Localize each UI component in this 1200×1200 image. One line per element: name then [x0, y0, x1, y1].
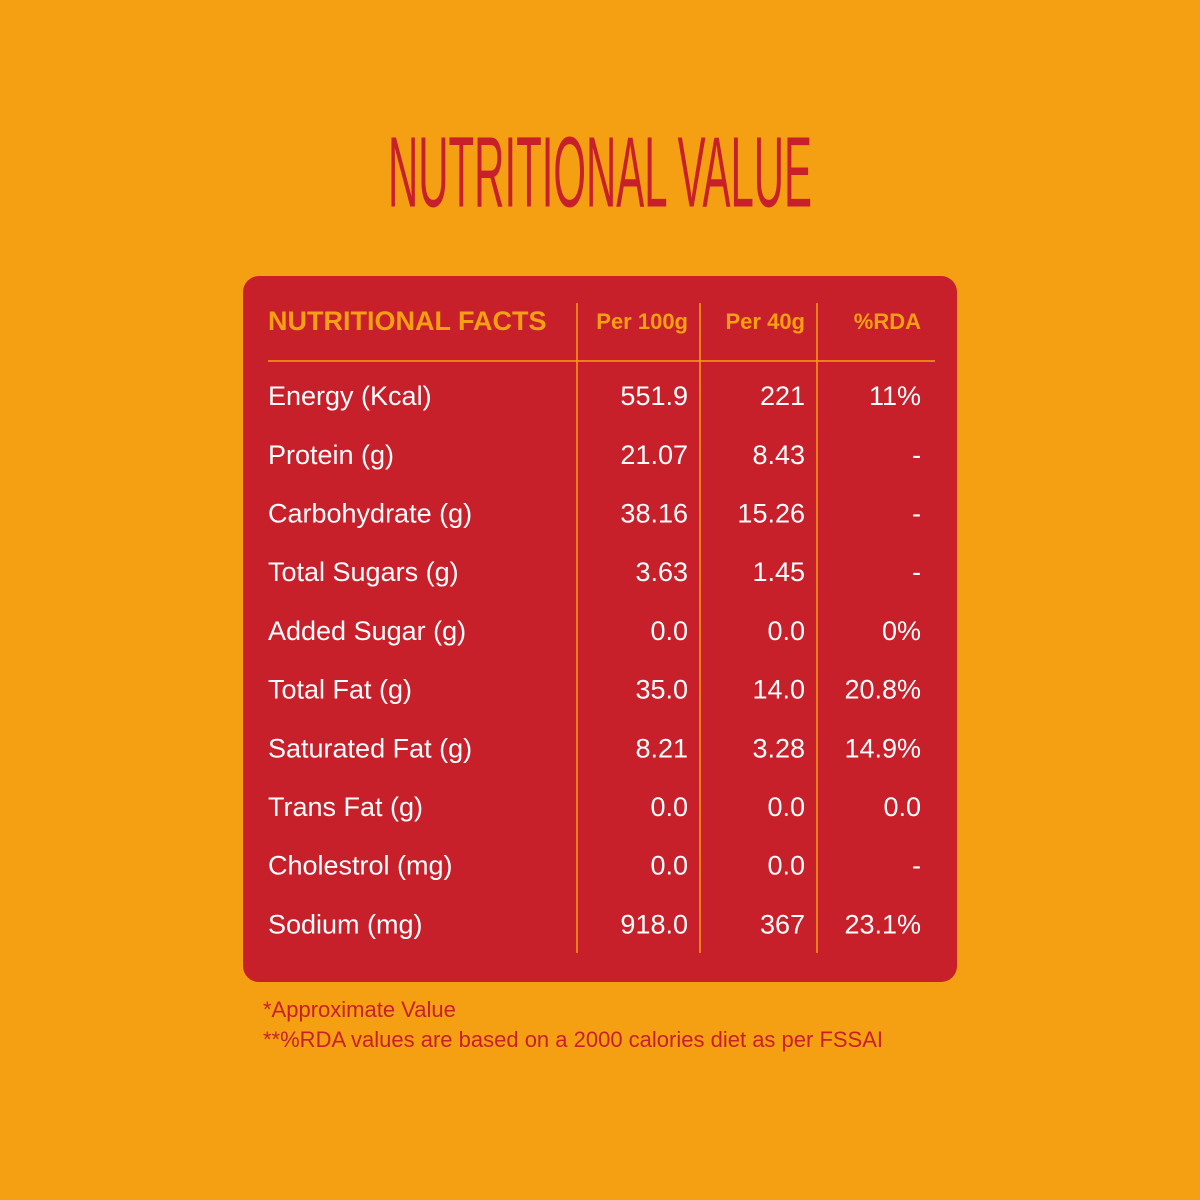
cell-value: 918.0 — [620, 909, 688, 939]
cell-value: 14.0 — [752, 675, 805, 705]
cell-value: - — [912, 440, 921, 470]
cell-value: 0.0 — [767, 616, 805, 646]
cell-value: 8.21 — [635, 733, 688, 763]
cell-value: 0.0 — [767, 851, 805, 881]
row-label: Sodium (mg) — [268, 909, 423, 939]
row-label: Total Fat (g) — [268, 675, 412, 705]
cell-value: - — [912, 499, 921, 529]
cell-value: 0.0 — [883, 792, 921, 822]
cell-value: 3.28 — [752, 733, 805, 763]
column-header: %RDA — [854, 309, 921, 334]
row-label: Cholestrol (mg) — [268, 851, 453, 881]
row-label: Saturated Fat (g) — [268, 733, 472, 763]
cell-value: 367 — [760, 909, 805, 939]
cell-value: 0.0 — [650, 851, 688, 881]
row-label: Carbohydrate (g) — [268, 499, 472, 529]
cell-value: 551.9 — [620, 381, 688, 411]
cell-value: 0% — [882, 616, 921, 646]
cell-value: 14.9% — [844, 733, 921, 763]
footnotes: *Approximate Value **%RDA values are bas… — [263, 996, 903, 1056]
row-label: Energy (Kcal) — [268, 381, 432, 411]
cell-value: 20.8% — [844, 675, 921, 705]
table-body: NUTRITIONAL FACTS Per 100g Per 40g %RDA Ener… — [268, 306, 921, 939]
cell-value: 3.63 — [635, 557, 688, 587]
cell-value: 21.07 — [620, 440, 688, 470]
column-header: Per 40g — [726, 309, 806, 334]
row-label: Protein (g) — [268, 440, 394, 470]
column-header: Per 100g — [596, 309, 688, 334]
table-panel — [243, 276, 957, 982]
column-header: NUTRITIONAL FACTS — [268, 306, 547, 336]
cell-value: 11% — [869, 381, 921, 411]
cell-value: 35.0 — [635, 675, 688, 705]
cell-value: - — [912, 851, 921, 881]
cell-value: - — [912, 557, 921, 587]
cell-value: 1.45 — [752, 557, 805, 587]
title: NUTRITIONAL VALUE — [388, 116, 812, 228]
cell-value: 0.0 — [650, 792, 688, 822]
row-label: Added Sugar (g) — [268, 616, 466, 646]
row-label: Total Sugars (g) — [268, 557, 459, 587]
cell-value: 38.16 — [620, 499, 688, 529]
footnote: **%RDA values are based on a 2000 calori… — [263, 1027, 884, 1052]
cell-value: 15.26 — [737, 499, 805, 529]
cell-value: 23.1% — [844, 909, 921, 939]
row-label: Trans Fat (g) — [268, 792, 423, 822]
cell-value: 0.0 — [767, 792, 805, 822]
cell-value: 0.0 — [650, 616, 688, 646]
footnote: *Approximate Value — [263, 997, 456, 1022]
cell-value: 221 — [760, 381, 805, 411]
cell-value: 8.43 — [752, 440, 805, 470]
